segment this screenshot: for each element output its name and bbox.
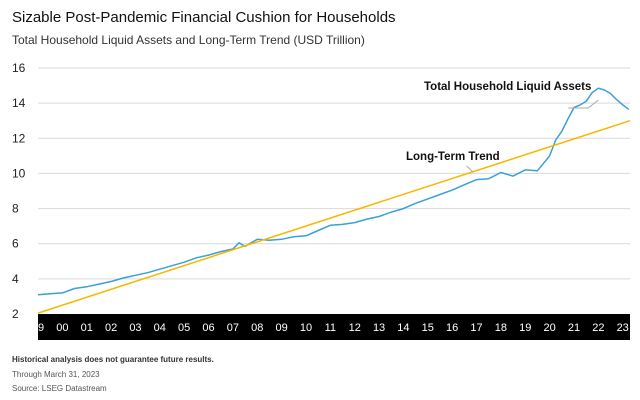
disclaimer-note: Historical analysis does not guarantee f… (12, 355, 214, 364)
x-tick-label: 07 (227, 322, 239, 334)
chart-subtitle: Total Household Liquid Assets and Long-T… (12, 33, 365, 47)
x-tick-label: 03 (129, 322, 141, 334)
x-tick-label: 14 (397, 322, 409, 334)
annotations: Total Household Liquid Assets Long-Term T… (406, 81, 599, 173)
annotation-long-term-trend: Long-Term Trend (406, 151, 500, 163)
x-tick-label: 19 (519, 322, 531, 334)
series-line-long-term-trend (37, 119, 631, 314)
gridlines (38, 67, 630, 280)
chart-title: Sizable Post-Pandemic Financial Cushion … (12, 9, 396, 26)
y-tick-label: 8 (12, 202, 19, 216)
y-axis-labels: 2 4 6 8 10 12 14 16 (12, 61, 26, 321)
y-tick-label: 6 (12, 237, 19, 251)
x-tick-label: 09 (275, 322, 287, 334)
y-tick-label: 16 (12, 61, 26, 75)
annotation-leader-line (568, 99, 599, 109)
line-chart: 2 4 6 8 10 12 14 16 99 00 01 02 03 04 05 06 07 08 09 10 11 1… (12, 61, 631, 340)
x-tick-label: 10 (300, 322, 312, 334)
x-tick-label: 02 (105, 322, 117, 334)
y-tick-label: 10 (12, 166, 26, 180)
series-line-liquid-assets (37, 87, 630, 296)
x-axis-labels: 99 00 01 02 03 04 05 06 07 08 09 10 11 12 13 14 15 16 17 18… (32, 322, 629, 334)
source-note: Source: LSEG Datastream (12, 384, 107, 393)
y-tick-label: 2 (12, 307, 19, 321)
x-tick-label: 17 (470, 322, 482, 334)
x-tick-label: 05 (178, 322, 190, 334)
x-tick-label: 15 (422, 322, 434, 334)
x-tick-label: 08 (251, 322, 263, 334)
x-tick-label: 18 (495, 322, 507, 334)
y-tick-label: 12 (12, 131, 26, 145)
x-tick-label: 01 (81, 322, 93, 334)
x-tick-label: 12 (349, 322, 361, 334)
x-tick-label: 23 (617, 322, 629, 334)
x-tick-label: 21 (568, 322, 580, 334)
date-note: Through March 31, 2023 (12, 370, 100, 379)
series-lines (37, 87, 631, 314)
annotation-leader-line (466, 165, 474, 173)
x-tick-label: 20 (543, 322, 555, 334)
y-tick-label: 14 (12, 96, 26, 110)
x-tick-label: 13 (373, 322, 385, 334)
x-tick-label: 00 (56, 322, 68, 334)
x-tick-label: 99 (32, 322, 44, 334)
x-tick-label: 22 (592, 322, 604, 334)
x-tick-label: 16 (446, 322, 458, 334)
y-tick-label: 4 (12, 272, 19, 286)
x-axis-band (38, 314, 630, 340)
annotation-liquid-assets: Total Household Liquid Assets (424, 81, 591, 93)
x-tick-label: 06 (202, 322, 214, 334)
x-tick-label: 11 (325, 322, 336, 334)
x-tick-label: 04 (154, 322, 166, 334)
